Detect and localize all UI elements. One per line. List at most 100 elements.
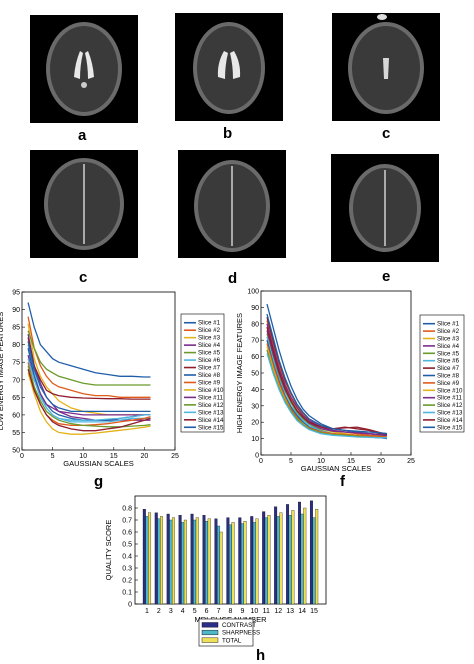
y-axis-label: HIGH ENERGY IMAGE FEATURES — [235, 313, 244, 433]
x-tick-label: 6 — [205, 608, 209, 615]
mri-image-d — [178, 150, 286, 258]
y-tick-label: 0.5 — [122, 542, 132, 549]
series-line-slice-12 — [27, 365, 151, 428]
bar-contrast-slice-13 — [286, 504, 290, 605]
panel-label-a: a — [78, 127, 87, 144]
bar-total-slice-3 — [171, 517, 175, 605]
y-tick-label: 80 — [12, 342, 20, 349]
y-axis-label: LOW ENERGY IMAGE FEATURES — [0, 312, 5, 431]
mri-image-a — [30, 15, 138, 123]
y-tick-label: 0.3 — [122, 566, 132, 573]
y-tick-label: 50 — [251, 371, 259, 378]
bar-contrast-slice-12 — [274, 506, 278, 605]
mri-image-c-bottom — [30, 150, 138, 258]
bar-total-slice-10 — [255, 518, 259, 605]
bar-sharpness-slice-10 — [252, 522, 256, 605]
legend-label: Slice #13 — [198, 409, 224, 416]
bar-total-slice-13 — [291, 510, 295, 605]
mri-image-c-top — [332, 13, 440, 121]
bar-sharpness-slice-8 — [229, 524, 232, 605]
bar-total-slice-14 — [303, 507, 307, 605]
legend-label: SHARPNESS — [222, 630, 260, 637]
x-tick-label: 5 — [51, 453, 55, 460]
bar-contrast-slice-9 — [238, 517, 242, 605]
y-tick-label: 10 — [251, 436, 259, 443]
y-tick-label: 60 — [12, 412, 20, 419]
y-tick-label: 0.7 — [122, 518, 132, 525]
legend-label: Slice #10 — [437, 387, 463, 394]
x-tick-label: 5 — [289, 458, 293, 465]
bar-total-slice-5 — [195, 517, 199, 605]
series-line-slice-14 — [27, 369, 151, 432]
line-chart-1: 0 5 10 15 20 25 50 55 60 65 70 75 80 85 90 95 GAUSSIAN S… — [0, 290, 225, 468]
bar-chart-3: 00.10.20.30.40.50.60.70.81 2 3 4 5 6 7 8 9 10 11 12… — [104, 495, 327, 647]
bar-total-slice-11 — [267, 515, 271, 605]
legend-swatch — [201, 637, 219, 643]
bar-sharpness-slice-9 — [240, 523, 244, 605]
y-tick-label: 60 — [251, 354, 259, 361]
series-line-slice-15 — [266, 313, 388, 435]
bar-contrast-slice-15 — [309, 500, 313, 605]
bar-total-slice-15 — [315, 509, 319, 605]
x-tick-label: 15 — [347, 458, 355, 465]
bar-sharpness-slice-3 — [169, 519, 173, 605]
legend-label: Slice #2 — [437, 328, 460, 335]
series-line-slice-9 — [266, 343, 387, 438]
x-tick-label: 3 — [169, 608, 173, 615]
panel-label-b: b — [223, 125, 233, 142]
bar-contrast-slice-2 — [154, 512, 158, 605]
y-axis-label: QUALITY SCORE — [104, 520, 113, 581]
x-tick-label: 9 — [240, 608, 244, 615]
series-line-slice-5 — [27, 330, 151, 386]
y-tick-label: 0.6 — [122, 530, 132, 537]
legend-label: Slice #10 — [198, 387, 224, 394]
bar-sharpness-slice-11 — [264, 517, 268, 605]
legend-label: Slice #9 — [198, 379, 221, 386]
legend-label: CONTRAST — [222, 622, 256, 629]
bar-total-slice-2 — [160, 516, 163, 605]
legend-label: Slice #3 — [437, 336, 460, 343]
y-tick-label: 0.1 — [122, 590, 132, 597]
x-tick-label: 20 — [141, 453, 149, 460]
legend-label: Slice #8 — [198, 372, 221, 379]
legend-label: TOTAL — [222, 637, 242, 644]
legend-label: Slice #12 — [198, 402, 224, 409]
x-tick-label: 25 — [171, 453, 179, 460]
bar-sharpness-slice-13 — [288, 515, 292, 605]
legend-label: Slice #9 — [437, 380, 460, 387]
legend-label: Slice #11 — [198, 394, 224, 401]
bar-contrast-slice-11 — [262, 511, 266, 605]
legend-label: Slice #14 — [198, 417, 224, 424]
bar-sharpness-slice-12 — [276, 516, 280, 605]
legend-label: Slice #1 — [198, 320, 221, 327]
legend-label: Slice #7 — [437, 365, 460, 372]
panel-label-g: g — [94, 473, 104, 490]
series-line-slice-1 — [27, 302, 151, 378]
bar-sharpness-slice-14 — [300, 513, 304, 605]
legend-label: Slice #14 — [437, 417, 463, 424]
legend-label: Slice #13 — [437, 410, 463, 417]
bar-sharpness-slice-1 — [145, 516, 149, 605]
x-tick-label: 11 — [263, 608, 270, 615]
y-tick-label: 0.2 — [122, 578, 132, 585]
series-line-slice-11 — [27, 355, 151, 416]
bar-total-slice-7 — [219, 531, 223, 605]
bar-sharpness-slice-4 — [181, 522, 185, 605]
panel-label-c-bottom: c — [79, 269, 88, 286]
series-line-slice-15 — [27, 341, 151, 413]
bar-contrast-slice-7 — [214, 518, 218, 605]
x-tick-label: 7 — [217, 608, 221, 615]
legend-label: Slice #11 — [437, 395, 463, 402]
bar-sharpness-slice-15 — [312, 517, 316, 605]
panel-label-h: h — [256, 647, 266, 664]
legend-label: Slice #15 — [198, 424, 224, 431]
y-tick-label: 85 — [12, 325, 20, 332]
legend-label: Slice #8 — [437, 373, 460, 380]
x-axis-label: GAUSSIAN SCALES — [63, 459, 133, 468]
y-tick-label: 30 — [251, 403, 259, 410]
series-line-slice-13 — [266, 353, 387, 439]
legend-label: Slice #3 — [198, 335, 221, 342]
x-tick-label: 25 — [407, 458, 415, 465]
y-tick-label: 75 — [12, 360, 20, 367]
x-tick-label: 0 — [259, 458, 263, 465]
